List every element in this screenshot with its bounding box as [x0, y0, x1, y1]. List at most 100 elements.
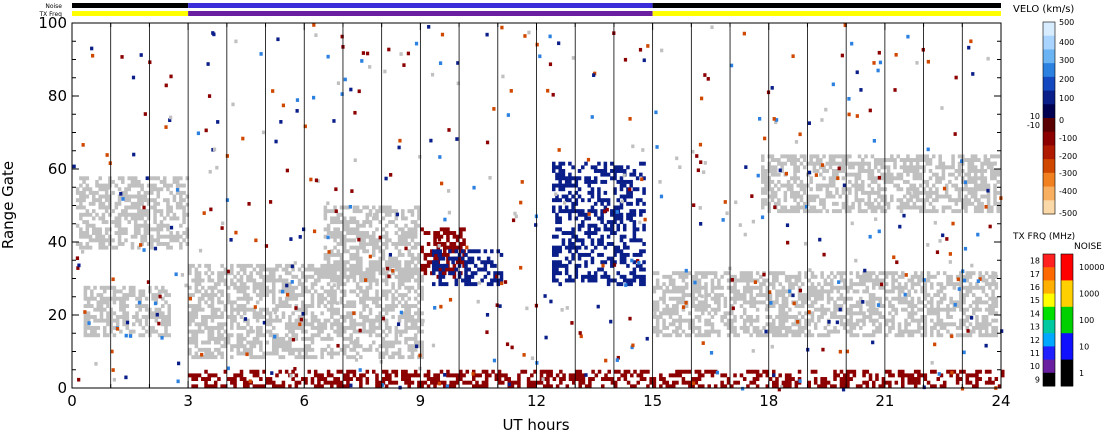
echo-cell	[578, 377, 582, 381]
echo-cell	[890, 154, 894, 159]
echo-cell	[371, 242, 376, 246]
echo-cell	[980, 201, 984, 206]
echo-cell	[102, 329, 107, 334]
echo-cell	[684, 293, 689, 298]
echo-cell	[913, 271, 918, 276]
echo-cell	[855, 384, 860, 389]
echo-cell	[175, 231, 180, 235]
echo-cell	[668, 333, 673, 338]
echo-cell	[861, 187, 865, 192]
echo-cell	[959, 293, 963, 298]
echo-cell	[991, 325, 995, 330]
echo-cell	[799, 179, 804, 184]
echo-cell	[639, 238, 643, 243]
echo-cell	[888, 304, 892, 308]
echo-cell	[384, 293, 389, 298]
echo-cell	[262, 263, 266, 268]
echo-cell	[965, 285, 970, 290]
echo-cell	[854, 190, 859, 195]
echo-cell	[320, 271, 324, 276]
echo-cell	[910, 300, 915, 305]
echo-cell	[875, 318, 879, 323]
echo-cell	[873, 161, 878, 166]
echo-cell	[606, 234, 611, 239]
echo-cell	[959, 369, 963, 374]
echo-cell	[133, 183, 138, 188]
echo-cell	[239, 263, 244, 268]
echo-cell	[242, 384, 247, 389]
echo-cell	[320, 325, 324, 330]
echo-cell	[179, 183, 183, 188]
echo-cell	[967, 176, 971, 181]
echo-cell	[813, 380, 818, 385]
echo-cell	[394, 209, 399, 214]
echo-cell	[381, 209, 386, 214]
echo-cell	[349, 347, 353, 352]
echo-cell	[417, 252, 421, 257]
echo-cell	[975, 304, 979, 308]
echo-cell	[896, 154, 901, 159]
echo-cell	[217, 351, 221, 356]
echo-cell	[659, 315, 663, 319]
echo-cell	[642, 161, 646, 166]
echo-cell	[871, 380, 876, 385]
echo-cell	[883, 187, 888, 192]
echo-cell	[230, 267, 234, 272]
echo-cell	[971, 311, 976, 316]
echo-cell	[868, 318, 873, 323]
echo-cell	[271, 380, 276, 385]
echo-cell	[973, 165, 978, 170]
echo-cell	[717, 293, 721, 298]
echo-cell	[297, 380, 302, 385]
echo-cell	[938, 176, 942, 181]
echo-cell	[188, 293, 192, 298]
echo-cell	[970, 169, 975, 173]
echo-cell	[375, 267, 379, 272]
echo-cell	[574, 267, 579, 272]
echo-cell	[730, 296, 734, 301]
echo-cell	[473, 271, 478, 276]
echo-cell	[346, 311, 350, 316]
echo-cell	[849, 315, 853, 319]
echo-cell	[619, 201, 624, 206]
echo-cell	[920, 325, 924, 330]
echo-cell	[875, 377, 879, 381]
echo-cell	[271, 384, 276, 389]
echo-cell	[111, 238, 115, 243]
echo-cell	[591, 377, 595, 381]
echo-cell	[143, 220, 148, 225]
echo-cell	[262, 320, 266, 325]
echo-cell	[326, 351, 331, 356]
echo-cell	[176, 361, 181, 366]
echo-cell	[830, 289, 834, 294]
echo-cell	[346, 373, 350, 378]
echo-cell	[233, 307, 237, 312]
echo-cell	[81, 250, 85, 254]
echo-cell	[246, 322, 250, 327]
echo-cell	[365, 304, 370, 308]
echo-cell	[633, 384, 637, 389]
echo-cell	[417, 380, 421, 385]
echo-cell	[813, 322, 818, 327]
echo-cell	[477, 256, 481, 261]
echo-cell	[910, 304, 915, 308]
echo-cell	[902, 201, 907, 206]
echo-cell	[603, 198, 608, 203]
echo-cell	[961, 179, 965, 184]
noise-segment	[188, 3, 653, 8]
echo-cell	[991, 333, 995, 338]
echo-cell	[936, 304, 941, 308]
echo-cell	[496, 278, 501, 283]
echo-cell	[630, 373, 634, 378]
echo-cell	[75, 205, 80, 210]
echo-cell	[104, 183, 109, 188]
echo-cell	[339, 242, 344, 246]
echo-cell	[878, 315, 882, 319]
echo-cell	[587, 227, 591, 232]
echo-cell	[490, 260, 494, 265]
echo-cell	[91, 238, 96, 243]
echo-cell	[75, 242, 80, 246]
echo-cell	[836, 289, 841, 294]
echo-cell	[752, 318, 757, 323]
echo-cell	[533, 380, 537, 385]
